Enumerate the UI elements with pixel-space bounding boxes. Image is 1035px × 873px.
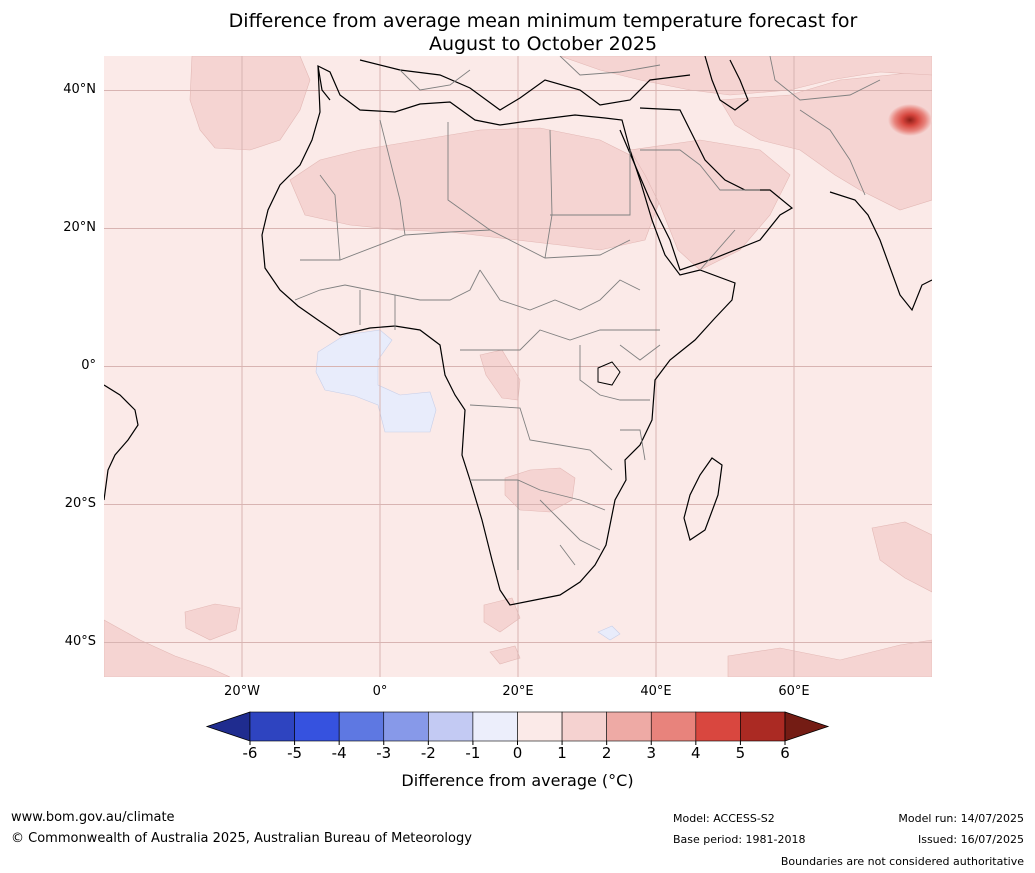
model-text: Model: ACCESS-S2 xyxy=(673,812,775,825)
colorbar-label: Difference from average (°C) xyxy=(401,771,634,790)
anomaly-north-atlantic xyxy=(189,56,311,151)
title-line-2: August to October 2025 xyxy=(428,33,658,55)
colorbar-segment xyxy=(249,711,295,742)
border-sahel xyxy=(300,229,631,261)
lon-label: 20°W xyxy=(224,684,260,699)
colorbar-segment xyxy=(650,711,697,742)
lat-label: 40°S xyxy=(64,633,96,649)
website-link[interactable]: www.bom.gov.au/climate xyxy=(11,810,175,825)
coastline-madagascar xyxy=(683,457,723,541)
coastline-south-america xyxy=(104,384,139,501)
anomaly-gulf-of-guinea-cool xyxy=(315,329,437,433)
colorbar-max-arrow xyxy=(784,711,830,742)
colorbar-tick-label: 3 xyxy=(646,744,657,762)
colorbar-segment xyxy=(695,711,741,742)
border-europe-asia xyxy=(399,56,881,101)
lat-label: 0° xyxy=(81,357,96,373)
border-southern-africa xyxy=(469,404,613,570)
colorbar-segment xyxy=(606,711,652,742)
colorbar-tick-label: 0 xyxy=(512,744,523,762)
lon-label: 60°E xyxy=(778,684,810,699)
lon-label: 40°E xyxy=(640,684,672,699)
colorbar-tick-label: -2 xyxy=(420,744,436,762)
lat-label: 40°N xyxy=(63,81,96,97)
colorbar-tick-label: -5 xyxy=(287,744,303,762)
border-middle-east xyxy=(640,109,866,271)
colorbar-segment xyxy=(472,711,518,742)
colorbar-tick-label: 6 xyxy=(780,744,790,762)
issued-text: Issued: 16/07/2025 xyxy=(917,833,1024,846)
lon-label: 0° xyxy=(372,684,388,699)
colorbar-segment xyxy=(338,711,385,742)
coastline-africa xyxy=(261,65,736,606)
colorbar-tick-label: 2 xyxy=(601,744,612,762)
anomaly-arabia-india xyxy=(629,139,791,271)
colorbar-min-arrow xyxy=(205,711,251,742)
anomaly-central-asia xyxy=(719,69,932,211)
colorbar-tick-label: 4 xyxy=(691,744,701,762)
colorbar-segment xyxy=(383,711,429,742)
colorbar-tick-label: -6 xyxy=(242,744,258,762)
lat-label: 20°N xyxy=(63,219,96,235)
colorbar-segment xyxy=(740,711,786,742)
copyright-text: © Commonwealth of Australia 2025, Austra… xyxy=(11,831,472,846)
border-west-africa xyxy=(294,269,481,330)
colorbar-tick-label: -3 xyxy=(376,744,392,762)
colorbar-segment xyxy=(517,711,563,742)
anomaly-south-atlantic-cool xyxy=(597,625,621,641)
coastline-caspian xyxy=(704,56,749,111)
coastline-europe xyxy=(317,59,691,111)
lon-label: 20°E xyxy=(502,684,534,699)
coastline-india xyxy=(829,191,932,312)
border-north-africa xyxy=(319,119,631,261)
base-period-text: Base period: 1981-2018 xyxy=(673,833,806,846)
colorbar xyxy=(205,711,830,745)
anomaly-cape xyxy=(483,597,521,633)
colorbar-tick-label: -4 xyxy=(331,744,347,762)
coastline-lake-victoria xyxy=(597,361,621,386)
anomaly-southern-ocean-west xyxy=(104,619,231,677)
colorbar-tick-label: 5 xyxy=(735,744,746,762)
border-east-africa xyxy=(579,344,661,461)
title-line-1: Difference from average mean minimum tem… xyxy=(228,10,858,32)
disclaimer-text: Boundaries are not considered authoritat… xyxy=(780,855,1024,868)
anomaly-south-indian-ocean xyxy=(871,521,932,593)
border-central-africa xyxy=(460,269,660,351)
colorbar-segment xyxy=(428,711,474,742)
model-run-text: Model run: 14/07/2025 xyxy=(898,812,1024,825)
lat-label: 20°S xyxy=(64,495,96,511)
anomaly-south-atlantic xyxy=(184,603,241,641)
anomaly-south-cape-sea xyxy=(489,645,521,665)
colorbar-tick-label: -1 xyxy=(465,744,481,762)
chart-title: Difference from average mean minimum tem… xyxy=(100,10,986,56)
colorbar-tick-label: 1 xyxy=(557,744,567,762)
colorbar-ticks: -6 -5 -4 -3 -2 -1 0 1 2 3 4 5 6 xyxy=(0,744,1035,764)
colorbar-segment xyxy=(561,711,607,742)
colorbar-segment xyxy=(294,711,340,742)
anomaly-hotspot xyxy=(888,104,932,136)
coastline-arabia xyxy=(619,107,794,271)
